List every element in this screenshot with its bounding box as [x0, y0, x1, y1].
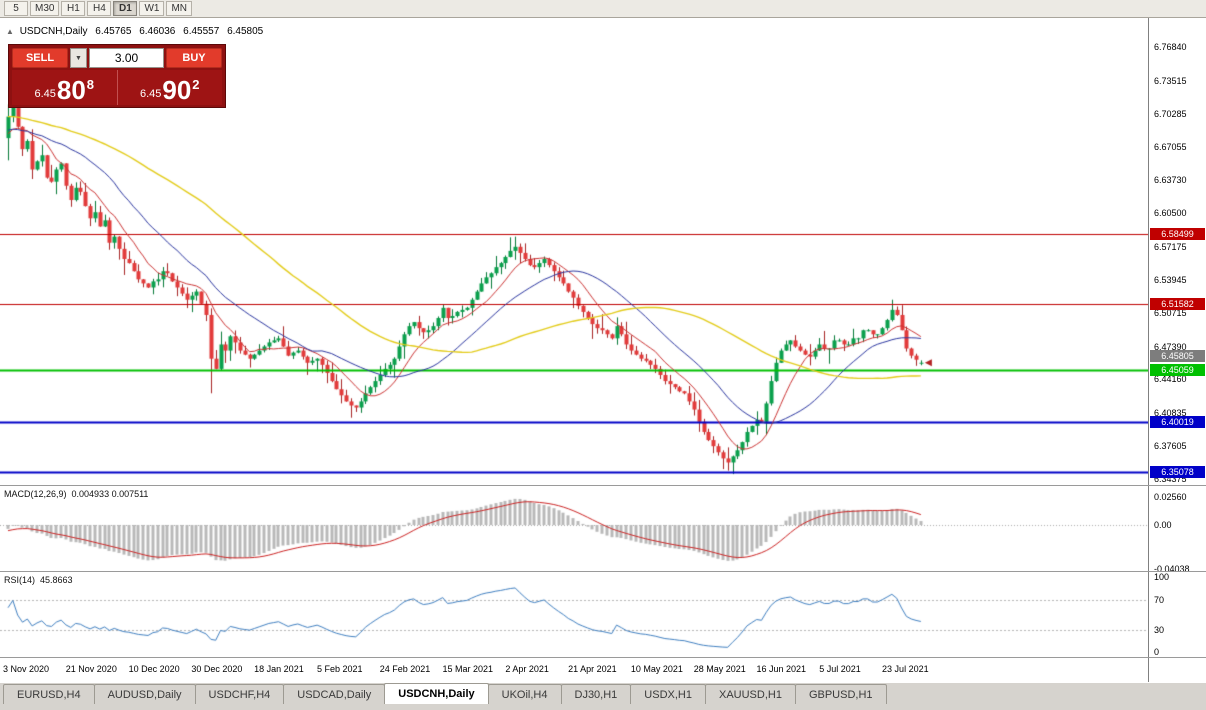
buy-price-small: 6.45 [139, 88, 162, 100]
chart-tab-usdcnh-daily[interactable]: USDCNH,Daily [384, 683, 489, 704]
price-level-badge: 6.35078 [1150, 465, 1205, 478]
date-tick: 16 Jun 2021 [756, 664, 807, 674]
price-tick: 6.63730 [1154, 175, 1187, 186]
rsi-tick: 100 [1154, 572, 1170, 582]
price-level-badge: 6.58499 [1150, 227, 1205, 240]
date-tick: 3 Nov 2020 [3, 664, 50, 674]
date-axis[interactable]: 3 Nov 2020 21 Nov 2020 10 Dec 2020 30 Dec 2… [0, 658, 1148, 682]
chart-title: ▲ USDCNH,Daily 6.45765 6.46036 6.45557 6… [6, 26, 263, 37]
rsi-label: RSI(14) 45.8663 [4, 575, 73, 585]
rsi-value: 45.8663 [40, 575, 73, 585]
one-click-trading-panel: SELL ▼ BUY 6.45 80 8 6.45 90 2 [8, 44, 226, 108]
buy-button[interactable]: BUY [166, 48, 222, 68]
chart-window: ▲ USDCNH,Daily 6.45765 6.46036 6.45557 6… [0, 18, 1206, 682]
price-axis[interactable]: 6.76840 6.73515 6.70285 6.67055 6.63730 6.605… [1148, 18, 1206, 682]
price-tick: 6.70285 [1154, 108, 1187, 119]
quote-close: 6.45805 [227, 26, 264, 37]
date-tick: 2 Apr 2021 [505, 664, 549, 674]
price-level-badge: 6.45059 [1150, 364, 1205, 377]
quote-open: 6.45765 [95, 26, 132, 37]
buy-price-sup: 2 [192, 77, 200, 92]
macd-tick: 0.02560 [1154, 492, 1187, 502]
macd-name: MACD(12,26,9) [4, 489, 67, 499]
sell-price-quote[interactable]: 6.45 80 8 [12, 70, 117, 105]
pane-separator[interactable] [0, 571, 1206, 572]
chart-tab-usdx-h1[interactable]: USDX,H1 [630, 684, 706, 704]
date-tick: 15 Mar 2021 [442, 664, 494, 674]
timeframe-button-h1[interactable]: H1 [61, 1, 86, 16]
macd-tick: 0.00 [1154, 520, 1172, 530]
price-tick: 6.37605 [1154, 441, 1187, 452]
price-tick: 6.57175 [1154, 242, 1187, 253]
date-tick: 24 Feb 2021 [379, 664, 431, 674]
rsi-name: RSI(14) [4, 575, 36, 585]
date-tick: 5 Jul 2021 [819, 664, 861, 674]
date-tick: 23 Jul 2021 [882, 664, 929, 674]
price-tick: 6.53945 [1154, 274, 1187, 285]
date-tick: 18 Jan 2021 [254, 664, 304, 674]
price-tick: 6.50715 [1154, 307, 1187, 318]
pane-separator[interactable] [0, 485, 1206, 486]
volume-dropdown-icon[interactable]: ▼ [70, 48, 87, 68]
buy-price-big: 90 [162, 75, 192, 105]
date-tick: 30 Dec 2020 [191, 664, 243, 674]
chart-tab-eurusd-h4[interactable]: EURUSD,H4 [3, 684, 95, 704]
date-tick: 5 Feb 2021 [316, 664, 363, 674]
chart-tab-gbpusd-h1[interactable]: GBPUSD,H1 [794, 684, 887, 704]
macd-values: 0.004933 0.007511 [71, 489, 149, 499]
pane-separator[interactable] [0, 657, 1206, 658]
price-tick: 6.34375 [1154, 474, 1187, 484]
chart-tab-usdcad-daily[interactable]: USDCAD,Daily [283, 684, 386, 704]
sell-price-big: 80 [56, 75, 86, 105]
rsi-tick: 30 [1154, 624, 1165, 635]
chart-tab-audusd-daily[interactable]: AUDUSD,Daily [93, 684, 196, 704]
buy-price-quote[interactable]: 6.45 90 2 [117, 70, 222, 105]
bid-price-badge: 6.45805 [1150, 349, 1205, 362]
chart-symbol-label: USDCNH,Daily [19, 26, 88, 37]
date-tick: 10 May 2021 [630, 664, 683, 674]
price-tick: 6.40835 [1154, 408, 1187, 419]
quote-high: 6.46036 [139, 26, 176, 37]
chart-tab-usdchf-h4[interactable]: USDCHF,H4 [194, 684, 285, 704]
chart-tab-ukoil-h4[interactable]: UKOil,H4 [487, 684, 562, 704]
timeframe-button-m30[interactable]: M30 [30, 1, 60, 16]
price-tick: 6.60500 [1154, 208, 1187, 219]
price-level-badge: 6.51582 [1150, 297, 1205, 310]
price-tick: 6.73515 [1154, 75, 1187, 86]
timeframe-toolbar: 5 M30 H1 H4 D1 W1 MN [0, 0, 1206, 18]
sell-price-small: 6.45 [34, 88, 56, 100]
timeframe-button-d1[interactable]: D1 [113, 1, 138, 16]
date-tick: 10 Dec 2020 [128, 664, 180, 674]
timeframe-button-5[interactable]: 5 [4, 1, 28, 16]
timeframe-button-mn[interactable]: MN [166, 1, 193, 16]
chart-canvas[interactable] [0, 20, 1148, 657]
price-tick: 6.44160 [1154, 374, 1187, 385]
chart-tab-xauusd-h1[interactable]: XAUUSD,H1 [704, 684, 796, 704]
rsi-tick: 0 [1154, 647, 1160, 657]
timeframe-button-w1[interactable]: W1 [139, 1, 165, 16]
collapse-trade-panel-icon[interactable]: ▲ [6, 27, 14, 36]
rsi-tick: 70 [1154, 594, 1165, 605]
sell-price-sup: 8 [86, 77, 95, 92]
macd-label: MACD(12,26,9) 0.004933 0.007511 [4, 489, 148, 499]
sell-button[interactable]: SELL [12, 48, 68, 68]
price-tick: 6.47390 [1154, 341, 1187, 352]
chart-tab-dj30-h1[interactable]: DJ30,H1 [560, 684, 632, 704]
price-level-badge: 6.40019 [1150, 415, 1205, 428]
macd-tick: -0.04038 [1154, 564, 1190, 575]
price-tick: 6.76840 [1154, 42, 1187, 52]
timeframe-button-h4[interactable]: H4 [87, 1, 112, 16]
chart-tabs-bar: EURUSD,H4 AUDUSD,Daily USDCHF,H4 USDCAD,Dai… [0, 682, 1206, 704]
date-tick: 21 Nov 2020 [65, 664, 117, 674]
quote-low: 6.45557 [183, 26, 220, 37]
date-tick: 21 Apr 2021 [568, 664, 617, 674]
bottom-strip [0, 704, 1206, 710]
date-tick: 28 May 2021 [693, 664, 746, 674]
price-tick: 6.67055 [1154, 141, 1187, 152]
volume-input[interactable] [89, 48, 164, 68]
